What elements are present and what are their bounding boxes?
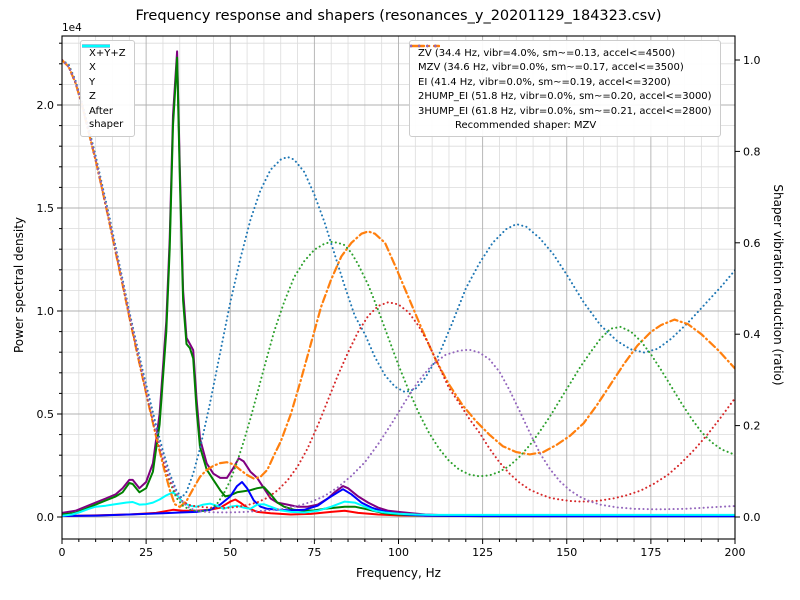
legend-shapers-label: 2HUMP_EI (51.8 Hz, vibr=0.0%, sm~=0.20, … [418,91,712,102]
svg-text:0.8: 0.8 [743,145,761,158]
svg-text:25: 25 [139,546,153,559]
legend-shapers-label: 3HUMP_EI (61.8 Hz, vibr=0.0%, sm~=0.21, … [418,105,712,117]
svg-text:75: 75 [307,546,321,559]
legend-shapers-label: ZV (34.4 Hz, vibr=4.0%, sm~=0.13, accel<… [418,47,676,59]
svg-text:0: 0 [59,546,66,559]
legend-shapers-item: MZV (34.6 Hz, vibr=0.0%, sm~=0.17, accel… [410,44,712,74]
legend-shapers-item: EI (41.4 Hz, vibr=0.0%, sm~=0.19, accel<… [410,44,712,89]
svg-text:0.2: 0.2 [743,420,761,433]
legend-shapers-label: MZV (34.6 Hz, vibr=0.0%, sm~=0.17, accel… [418,62,684,73]
svg-text:0.0: 0.0 [37,511,55,524]
y-axis-left-label: Power spectral density [12,216,26,354]
series-3hump-ei [62,59,735,514]
legend-psd-item: X [82,44,126,74]
chart-title: Frequency response and shapers (resonanc… [135,8,662,24]
recommended-shaper-note: Recommended shaper: MZV [455,120,597,131]
legend-psd-label: After shaper [89,105,124,130]
series-after-shaper [62,491,735,517]
svg-text:100: 100 [388,546,409,559]
legend-psd-label: Y [89,76,96,88]
legend-shapers-item: ZV (34.4 Hz, vibr=4.0%, sm~=0.13, accel<… [410,44,712,60]
svg-text:0.4: 0.4 [743,328,761,341]
legend-shapers-item: 2HUMP_EI (51.8 Hz, vibr=0.0%, sm~=0.20, … [410,44,712,103]
svg-text:1.0: 1.0 [743,54,761,67]
legend-psd-label: X+Y+Z [89,47,126,59]
legend-psd-item: Z [82,44,126,103]
svg-text:50: 50 [223,546,237,559]
y-axis-right-label: Shaper vibration reduction (ratio) [771,184,785,386]
legend-psd-label: Z [89,91,96,102]
legend-shapers-item: 3HUMP_EI (61.8 Hz, vibr=0.0%, sm~=0.21, … [410,44,712,118]
legend-psd: X+Y+Z X Y Z After shaper [80,40,135,137]
legend-psd-item: Y [82,44,126,89]
series-mzv [62,58,735,508]
svg-text:0.6: 0.6 [743,237,761,250]
legend-psd-item: After shaper [82,44,126,131]
svg-text:150: 150 [556,546,577,559]
svg-text:0.0: 0.0 [743,511,761,524]
svg-text:0.5: 0.5 [37,408,55,421]
legend-psd-label: X [89,62,96,73]
legend-shapers: ZV (34.4 Hz, vibr=4.0%, sm~=0.13, accel<… [409,40,721,137]
svg-text:2.0: 2.0 [37,99,55,112]
tick-labels: 0 25 50 75 100 125 150 175 200 0.0 0.5 1.0 1.5 2.0 0.0… [37,54,761,559]
dotted-line-swatch [410,44,440,48]
x-axis-label: Frequency, Hz [356,566,441,580]
svg-text:175: 175 [640,546,661,559]
series-x-y-z [62,50,735,517]
curves [62,50,735,518]
series-y [62,56,735,518]
series-ei [62,59,735,513]
svg-text:1.0: 1.0 [37,305,55,318]
axis-ticks [57,42,740,544]
y-axis-offset-label: 1e4 [62,22,82,34]
svg-text:200: 200 [725,546,746,559]
legend-shapers-label: EI (41.4 Hz, vibr=0.0%, sm~=0.19, accel<… [418,76,671,88]
solid-line-swatch [82,44,110,48]
series-x [62,498,735,517]
svg-text:1.5: 1.5 [37,202,55,215]
svg-text:125: 125 [472,546,493,559]
